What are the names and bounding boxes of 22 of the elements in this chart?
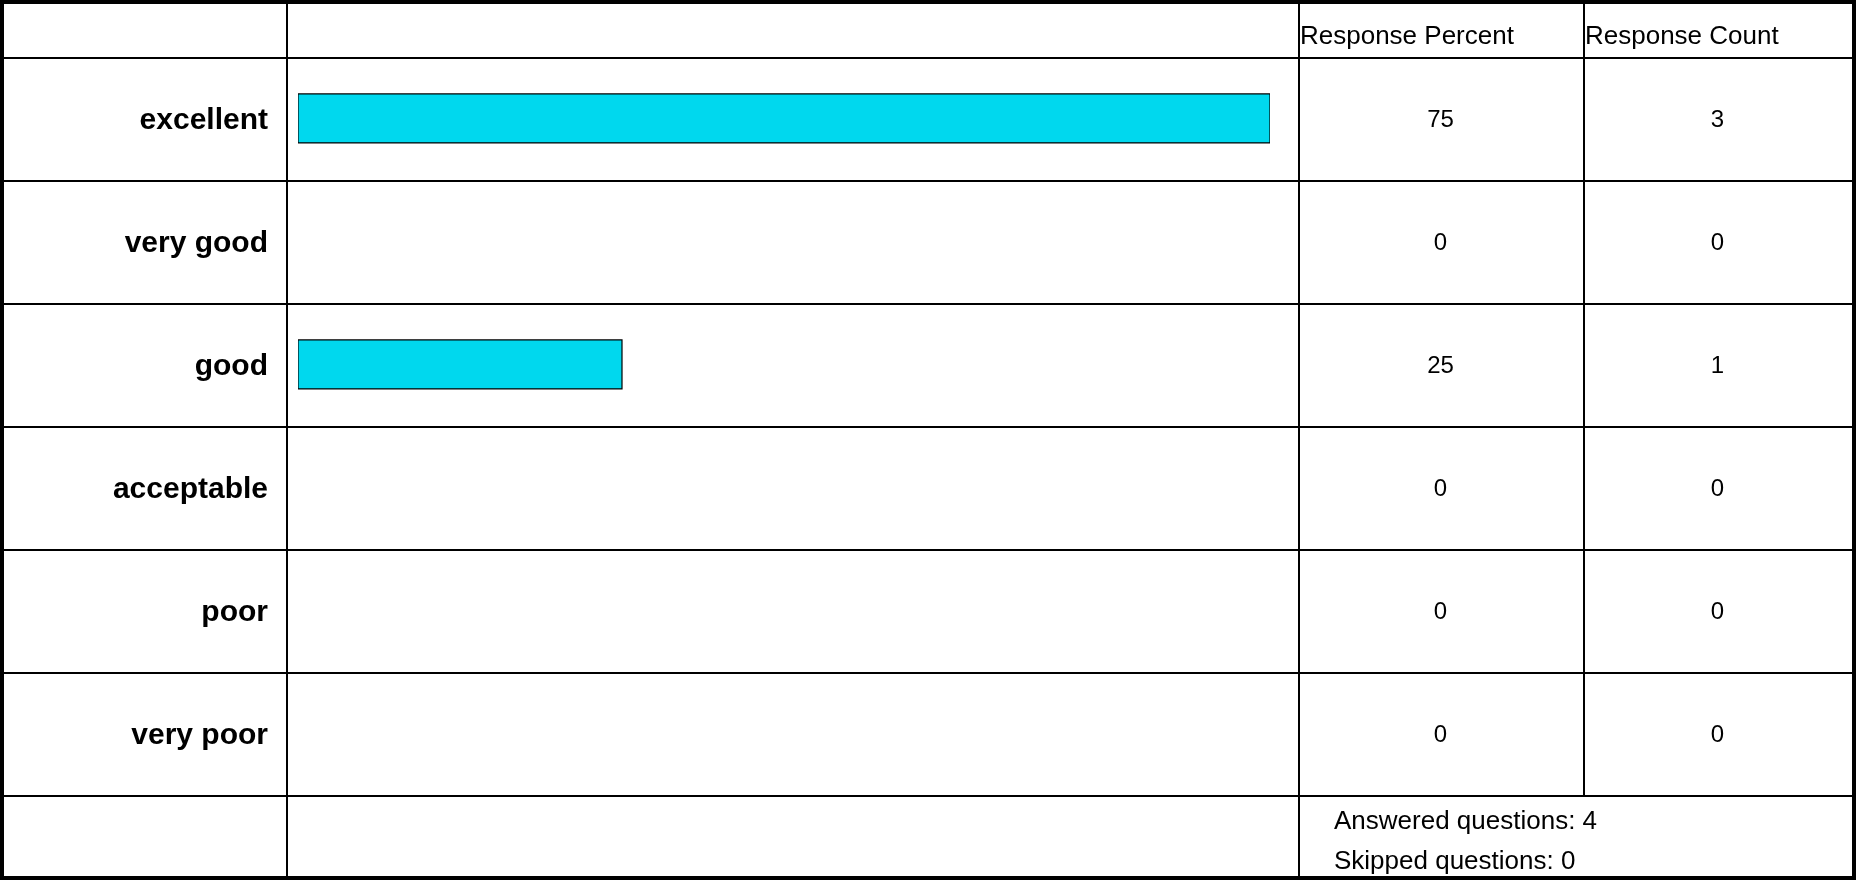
y-tick-label: very good [124, 224, 268, 258]
text: 0 [1709, 718, 1726, 749]
data-label: 25 [1426, 349, 1455, 380]
text: 0 [1709, 472, 1726, 503]
data-label: 0 [1432, 718, 1449, 749]
data-label: 75 [1426, 103, 1455, 134]
data-label: 0 [1432, 226, 1449, 257]
y-tick-label: excellent [139, 101, 268, 135]
text: 1 [1709, 349, 1726, 380]
y-tick-label: acceptable [112, 470, 268, 504]
text: Response Count [1585, 20, 1779, 51]
text: Response Percent [1300, 20, 1514, 51]
data-label: 0 [1432, 595, 1449, 626]
text: Answered questions: 4 [1334, 805, 1598, 836]
text: 0 [1709, 595, 1726, 626]
y-tick-label: poor [201, 593, 269, 627]
y-tick-label: good [194, 347, 268, 381]
y-tick-label: very poor [131, 716, 269, 750]
text: 0 [1709, 226, 1726, 257]
data-label: 0 [1432, 472, 1449, 503]
text: Skipped questions: 0 [1334, 845, 1576, 876]
text: 3 [1709, 103, 1726, 134]
